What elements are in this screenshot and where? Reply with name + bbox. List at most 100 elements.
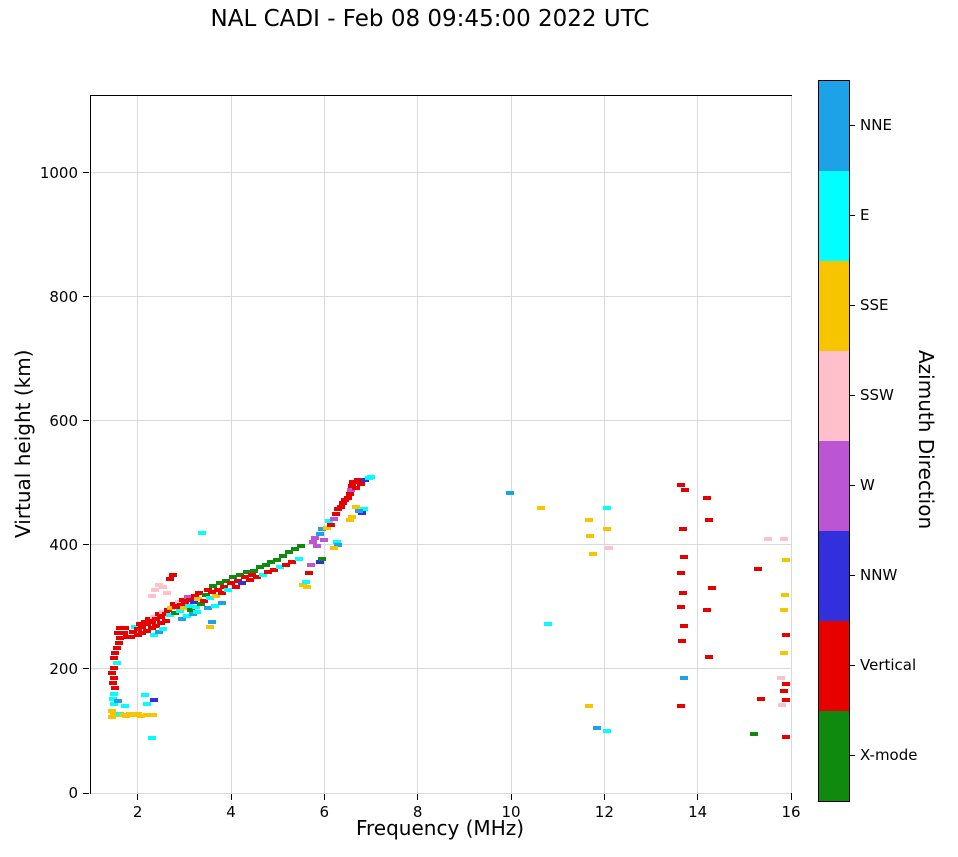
x-tick-mark <box>323 794 325 800</box>
data-point <box>339 500 347 505</box>
data-point <box>250 569 259 573</box>
data-point <box>143 702 151 707</box>
data-point <box>585 518 594 523</box>
data-point <box>352 485 361 490</box>
data-point <box>325 519 333 524</box>
data-point <box>677 639 686 644</box>
data-point <box>155 582 164 587</box>
data-point <box>353 478 362 483</box>
data-point <box>185 603 193 608</box>
data-point <box>313 544 322 549</box>
data-point <box>188 612 197 617</box>
y-tick-mark <box>83 792 89 794</box>
data-point <box>203 587 212 592</box>
data-point <box>110 702 119 707</box>
colorbar-label-sse: SSE <box>860 296 889 314</box>
data-point <box>147 619 156 624</box>
data-point <box>166 613 175 618</box>
data-point <box>206 596 214 601</box>
data-point <box>201 592 210 597</box>
data-point <box>258 572 267 577</box>
data-point <box>222 578 231 583</box>
data-point <box>181 600 190 604</box>
x-gridline <box>697 96 699 793</box>
data-point <box>228 575 237 580</box>
data-point <box>680 488 689 493</box>
x-tick-label: 14 <box>688 803 708 821</box>
data-point <box>678 591 687 596</box>
data-point <box>347 488 356 493</box>
x-tick-mark <box>510 794 512 800</box>
data-point <box>252 575 261 580</box>
data-point <box>780 608 788 613</box>
x-gridline <box>603 96 605 793</box>
data-point <box>185 597 194 602</box>
colorbar-segment-ssw <box>819 351 849 441</box>
y-tick-mark <box>83 668 89 670</box>
colorbar-segment-w <box>819 441 849 531</box>
data-point <box>199 598 208 603</box>
data-point <box>140 693 149 698</box>
data-point <box>231 584 240 589</box>
data-point <box>152 623 161 628</box>
colorbar-segment-vertical <box>819 621 849 711</box>
x-tick-label: 12 <box>594 803 614 821</box>
y-tick-label: 800 <box>49 287 78 306</box>
data-point <box>276 565 284 570</box>
data-point <box>315 560 324 565</box>
y-tick-label: 1000 <box>39 163 78 182</box>
x-tick-label: 2 <box>132 803 143 821</box>
data-point <box>593 725 602 730</box>
colorbar-label-ssw: SSW <box>860 386 894 404</box>
data-point <box>705 654 714 659</box>
colorbar-label-x-mode: X-mode <box>860 746 918 764</box>
data-point <box>171 604 180 609</box>
plot-area <box>90 95 792 794</box>
y-tick-label: 200 <box>49 659 78 678</box>
chart-title: NAL CADI - Feb 08 09:45:00 2022 UTC <box>210 6 650 32</box>
data-point <box>586 533 595 538</box>
data-point <box>138 631 147 635</box>
data-point <box>588 552 597 557</box>
y-axis-label: Virtual height (km) <box>11 349 35 538</box>
data-point <box>150 697 158 702</box>
data-point <box>110 691 119 696</box>
data-point <box>238 581 247 586</box>
data-point <box>159 585 168 590</box>
data-point <box>215 581 224 586</box>
data-point <box>182 614 191 619</box>
colorbar-label-nne: NNE <box>860 116 892 134</box>
data-point <box>707 586 716 591</box>
data-point <box>161 618 170 623</box>
data-point <box>537 505 546 510</box>
data-point <box>197 601 206 606</box>
data-point <box>162 591 171 596</box>
colorbar-segment-e <box>819 171 849 261</box>
data-point <box>780 536 788 541</box>
data-point <box>305 570 314 575</box>
data-point <box>264 570 273 575</box>
data-point <box>703 608 711 613</box>
data-point <box>193 609 202 614</box>
data-point <box>334 506 343 511</box>
y-tick-label: 400 <box>49 535 78 554</box>
data-point <box>301 580 310 585</box>
colorbar-label-w: W <box>860 476 875 494</box>
data-point <box>111 685 120 690</box>
data-point <box>140 619 149 624</box>
data-point <box>782 682 791 687</box>
data-point <box>544 622 553 627</box>
data-point <box>108 715 116 720</box>
data-point <box>150 632 158 637</box>
y-gridline <box>91 668 791 670</box>
x-gridline <box>137 96 139 793</box>
data-point <box>217 601 226 606</box>
data-point <box>166 577 175 582</box>
data-point <box>585 704 594 709</box>
x-tick-label: 4 <box>226 803 236 821</box>
x-tick-label: 16 <box>781 803 801 821</box>
data-point <box>602 527 611 532</box>
colorbar-label-e: E <box>860 206 870 224</box>
data-point <box>763 536 772 541</box>
data-point <box>208 620 217 625</box>
